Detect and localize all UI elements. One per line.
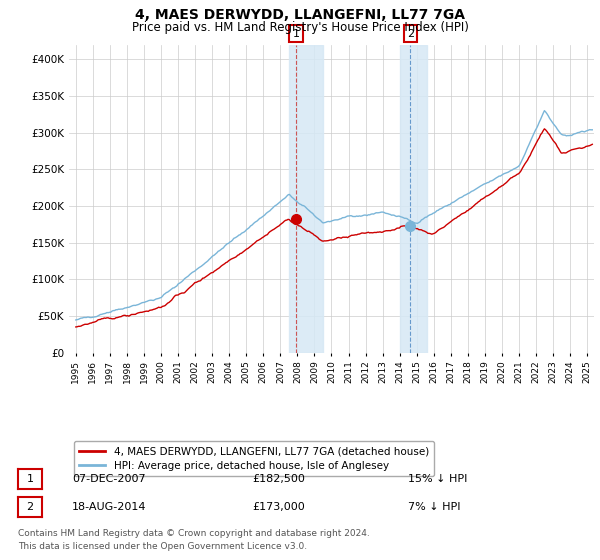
Text: 7% ↓ HPI: 7% ↓ HPI bbox=[408, 502, 461, 512]
Text: 1: 1 bbox=[26, 474, 34, 484]
Text: 2: 2 bbox=[407, 29, 414, 39]
Text: 2: 2 bbox=[26, 502, 34, 512]
Text: £173,000: £173,000 bbox=[252, 502, 305, 512]
Text: 18-AUG-2014: 18-AUG-2014 bbox=[72, 502, 146, 512]
Text: 15% ↓ HPI: 15% ↓ HPI bbox=[408, 474, 467, 484]
Text: 1: 1 bbox=[293, 29, 299, 39]
Text: This data is licensed under the Open Government Licence v3.0.: This data is licensed under the Open Gov… bbox=[18, 542, 307, 550]
Text: 07-DEC-2007: 07-DEC-2007 bbox=[72, 474, 146, 484]
Text: Price paid vs. HM Land Registry's House Price Index (HPI): Price paid vs. HM Land Registry's House … bbox=[131, 21, 469, 34]
Text: 4, MAES DERWYDD, LLANGEFNI, LL77 7GA: 4, MAES DERWYDD, LLANGEFNI, LL77 7GA bbox=[135, 8, 465, 22]
Bar bbox=[400, 45, 427, 353]
Text: Contains HM Land Registry data © Crown copyright and database right 2024.: Contains HM Land Registry data © Crown c… bbox=[18, 529, 370, 538]
Text: £182,500: £182,500 bbox=[252, 474, 305, 484]
Legend: 4, MAES DERWYDD, LLANGEFNI, LL77 7GA (detached house), HPI: Average price, detac: 4, MAES DERWYDD, LLANGEFNI, LL77 7GA (de… bbox=[74, 441, 434, 476]
Bar bbox=[289, 45, 323, 353]
